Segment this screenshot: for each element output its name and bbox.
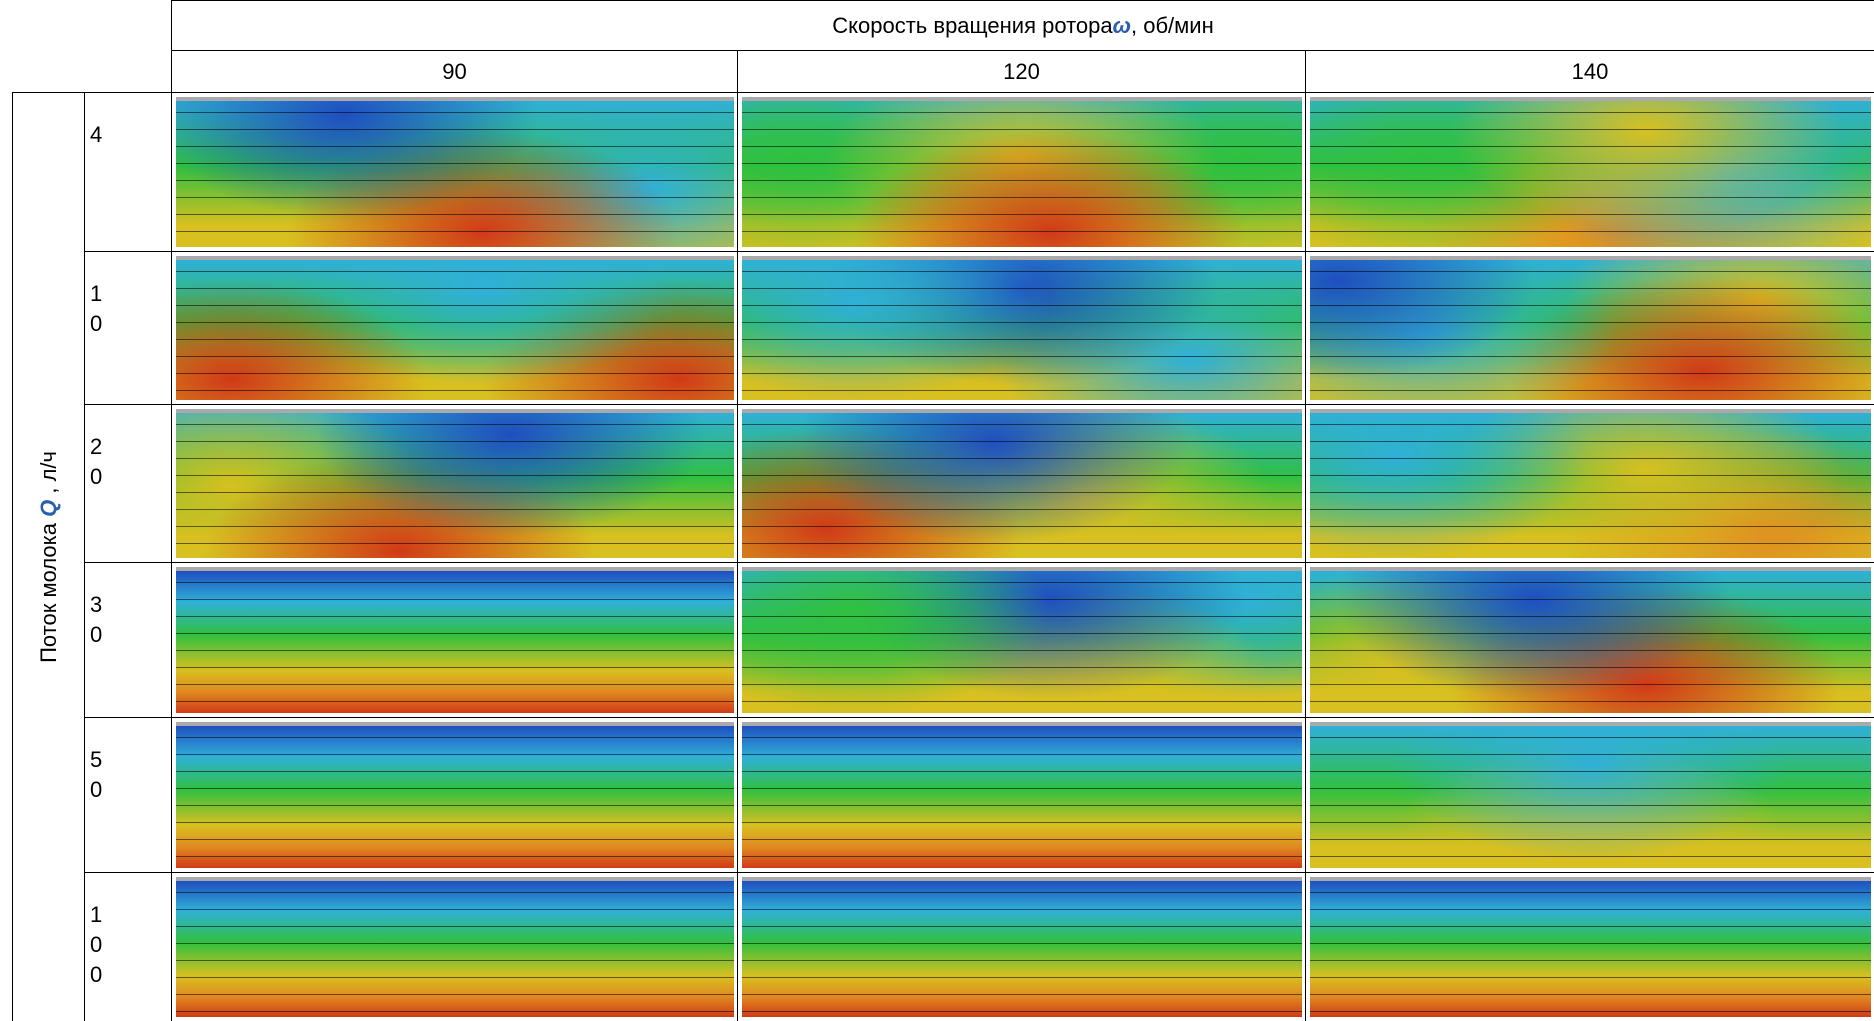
- flow-field-image: [176, 409, 734, 558]
- flow-field-image: [1310, 877, 1871, 1017]
- flow-field-image: [1310, 409, 1871, 558]
- flow-field-image: [1310, 256, 1871, 400]
- row-header-text: Поток молока: [36, 517, 61, 663]
- flow-field-image: [176, 722, 734, 868]
- title-text: Скорость вращения ротора: [832, 13, 1112, 39]
- row-header: Поток молока Q , л/ч: [12, 92, 84, 1021]
- row-label: 20: [84, 404, 110, 492]
- column-header: 120: [737, 50, 1305, 92]
- flow-field-image: [742, 256, 1302, 400]
- header-title: Скорость вращения ротора ω, об/мин: [171, 0, 1874, 50]
- flow-field-image: [742, 722, 1302, 868]
- flow-field-image: [742, 409, 1302, 558]
- flow-field-image: [176, 877, 734, 1017]
- column-header: 140: [1305, 50, 1874, 92]
- row-label: 100: [84, 872, 110, 990]
- table-page: Скорость вращения ротора ω, об/мин Поток…: [0, 0, 1874, 1021]
- row-label: 50: [84, 717, 110, 805]
- row-label: 10: [84, 251, 110, 339]
- flow-field-image: [1310, 97, 1871, 247]
- title-symbol: ω: [1113, 13, 1131, 39]
- row-header-symbol: Q: [36, 500, 61, 517]
- flow-field-image: [176, 567, 734, 713]
- flow-field-image: [1310, 722, 1871, 868]
- row-header-unit: , л/ч: [36, 451, 61, 500]
- column-header: 90: [171, 50, 737, 92]
- title-unit: , об/мин: [1131, 13, 1214, 39]
- flow-field-image: [176, 256, 734, 400]
- flow-field-image: [176, 97, 734, 247]
- flow-field-image: [742, 877, 1302, 1017]
- row-label: 4: [84, 92, 110, 150]
- row-label: 30: [84, 562, 110, 650]
- flow-field-image: [742, 97, 1302, 247]
- flow-field-image: [1310, 567, 1871, 713]
- flow-field-image: [742, 567, 1302, 713]
